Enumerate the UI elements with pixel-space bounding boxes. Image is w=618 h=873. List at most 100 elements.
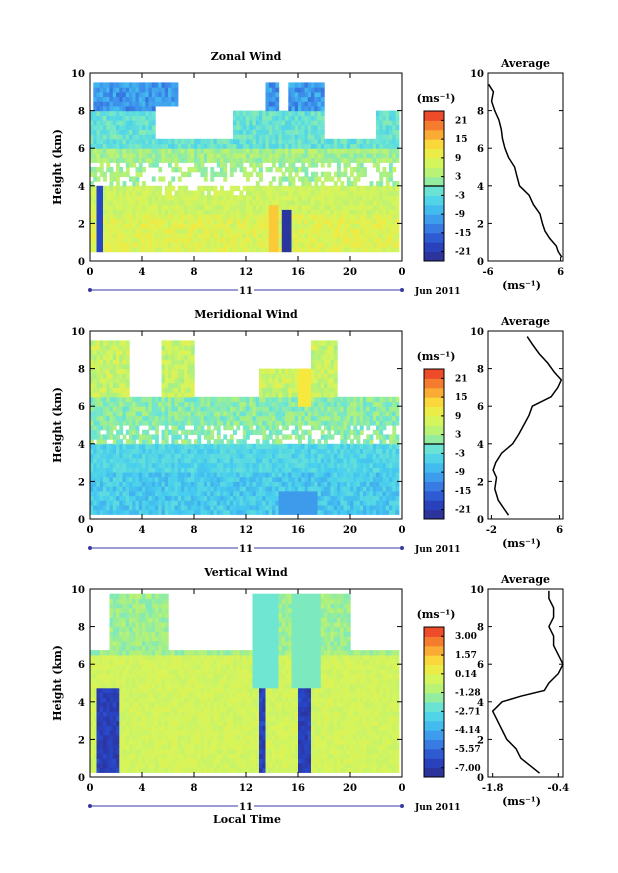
heatmap-cell: [164, 87, 169, 93]
heatmap-cell: [226, 396, 231, 403]
heatmap-cell: [317, 228, 322, 234]
heatmap-cell: [184, 457, 189, 464]
heatmap-cell: [197, 443, 202, 450]
heatmap-cell: [96, 228, 101, 234]
heatmap-cell: [93, 354, 98, 360]
heatmap-cell: [109, 457, 114, 464]
heatmap-cell: [327, 190, 332, 196]
heatmap-cell: [145, 134, 150, 140]
heatmap-cell: [181, 354, 185, 360]
heatmap-cell: [301, 415, 306, 421]
colorbar-swatch: [424, 186, 444, 196]
heatmap-cell: [125, 509, 130, 515]
heatmap-cell: [96, 354, 101, 360]
heatmap-cell: [288, 392, 293, 398]
heatmap-cell: [116, 171, 120, 177]
heatmap-cell: [330, 204, 335, 210]
heatmap-cell: [340, 228, 345, 234]
heatmap-cell: [203, 195, 208, 201]
heatmap-cell: [161, 382, 166, 388]
heatmap-cell: [145, 228, 150, 234]
heatmap-cell: [106, 490, 111, 497]
heatmap-cell: [278, 242, 283, 248]
heatmap-cell: [272, 105, 276, 112]
heatmap-cell: [262, 110, 267, 116]
heatmap-cell: [272, 157, 276, 163]
heatmap-cell: [249, 171, 254, 177]
heatmap-cell: [353, 181, 358, 187]
heatmap-cell: [236, 401, 241, 407]
heatmap-cell: [307, 199, 312, 206]
heatmap-cell: [278, 214, 283, 220]
heatmap-cell: [275, 110, 280, 116]
heatmap-cell: [291, 120, 296, 126]
heatmap-cell: [343, 218, 348, 224]
heatmap-cell: [106, 382, 111, 388]
heatmap-cell: [161, 481, 166, 487]
heatmap-cell: [311, 157, 315, 163]
heatmap-cell: [324, 171, 328, 177]
heatmap-cell: [135, 181, 140, 187]
heatmap-cell: [311, 349, 315, 356]
heatmap-cell: [174, 354, 179, 360]
heatmap-cell: [168, 246, 172, 253]
heatmap-cell: [90, 486, 94, 492]
heatmap-cell: [158, 396, 163, 403]
heatmap-cell: [278, 195, 283, 201]
heatmap-cell: [216, 228, 221, 234]
heatmap-cell: [372, 185, 377, 192]
heatmap-cell: [210, 476, 215, 482]
heatmap-cell: [203, 232, 208, 239]
heatmap-cell: [298, 209, 302, 215]
heatmap-cell: [135, 228, 140, 234]
heatmap-cell: [259, 115, 263, 121]
heatmap-cell: [265, 232, 270, 239]
heatmap-cell: [103, 129, 107, 135]
heatmap-cell: [298, 110, 302, 116]
heatmap-cell: [379, 190, 384, 196]
heatmap-cell: [129, 237, 133, 243]
heatmap-cell: [229, 420, 234, 426]
heatmap-cell: [210, 509, 215, 515]
heatmap-cell: [158, 228, 163, 234]
heatmap-cell: [333, 387, 338, 393]
heatmap-cell: [151, 190, 156, 196]
heatmap-cell: [116, 124, 120, 130]
heatmap-cell: [138, 472, 143, 478]
heatmap-cell: [252, 415, 257, 421]
heatmap-cell: [187, 214, 192, 220]
heatmap-cell: [259, 387, 263, 393]
heatmap-cell: [184, 429, 189, 435]
heatmap-cell: [252, 504, 257, 511]
heatmap-cell: [103, 481, 107, 487]
heatmap-cell: [96, 476, 101, 482]
heatmap-cell: [171, 425, 176, 431]
heatmap-cell: [259, 176, 263, 182]
heatmap-cell: [242, 218, 247, 224]
heatmap-cell: [311, 96, 315, 102]
heatmap-cell: [93, 363, 98, 370]
heatmap-cell: [161, 486, 166, 492]
heatmap-cell: [307, 87, 312, 93]
heatmap-cell: [203, 246, 208, 253]
heatmap-cell: [93, 495, 98, 501]
heatmap-cell: [333, 415, 338, 421]
heatmap-cell: [125, 457, 130, 464]
heatmap-cells: [90, 340, 400, 515]
heatmap-cell: [164, 349, 169, 356]
heatmap-cell: [317, 490, 322, 497]
heatmap-cell: [298, 199, 302, 206]
heatmap-cell: [239, 190, 244, 196]
heatmap-cell: [301, 472, 306, 478]
heatmap-cell: [275, 396, 280, 403]
heatmap-cell: [353, 190, 358, 196]
heatmap-cell: [194, 237, 198, 243]
heatmap-cell: [200, 462, 205, 468]
heatmap-cell: [129, 105, 133, 112]
heatmap-cell: [333, 481, 338, 487]
heatmap-cell: [197, 237, 202, 243]
heatmap-cell: [317, 157, 322, 163]
heatmap-cell: [324, 504, 328, 511]
heatmap-cell: [184, 138, 189, 145]
